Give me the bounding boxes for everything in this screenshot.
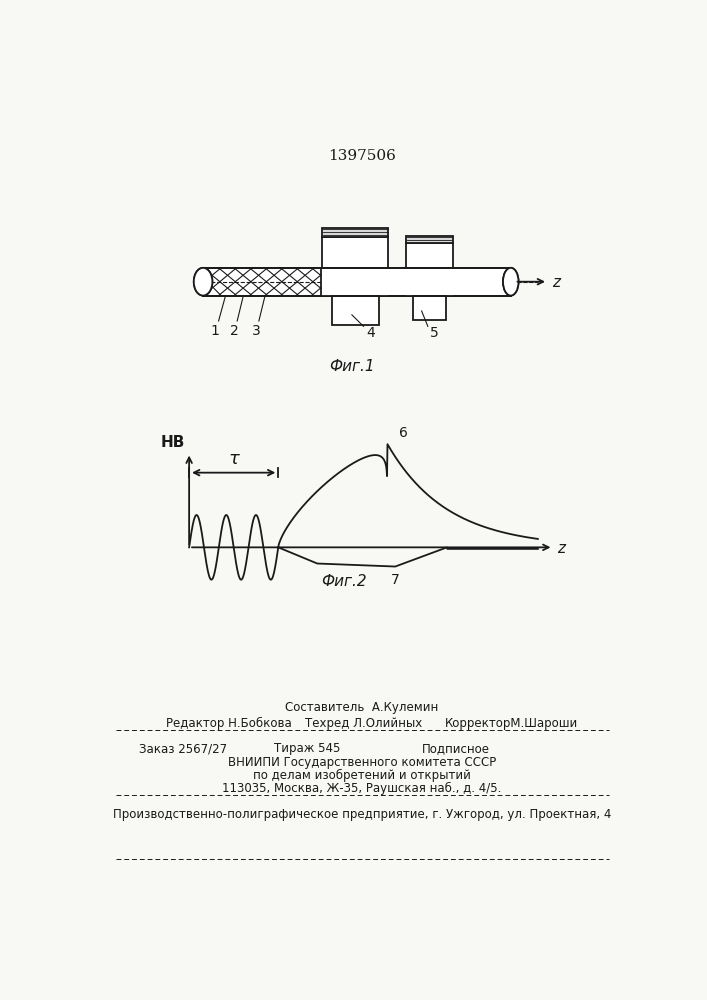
FancyBboxPatch shape [322,237,388,268]
FancyBboxPatch shape [406,235,452,243]
Ellipse shape [503,268,518,296]
Text: НВ: НВ [161,435,185,450]
Text: 5: 5 [430,326,439,340]
FancyBboxPatch shape [322,268,388,296]
FancyBboxPatch shape [413,296,445,320]
Text: Фиг.1: Фиг.1 [329,359,375,374]
Text: 2: 2 [230,324,239,338]
FancyBboxPatch shape [332,296,379,325]
Text: 6: 6 [399,426,408,440]
Text: 1: 1 [210,324,219,338]
Ellipse shape [194,268,212,296]
FancyBboxPatch shape [322,228,388,237]
Text: 1397506: 1397506 [328,149,396,163]
Text: 3: 3 [252,324,261,338]
Text: Редактор Н.Бобкова: Редактор Н.Бобкова [166,717,291,730]
Ellipse shape [503,268,518,296]
Text: 4: 4 [366,326,375,340]
Text: Производственно-полиграфическое предприятие, г. Ужгород, ул. Проектная, 4: Производственно-полиграфическое предприя… [112,808,611,821]
Text: по делам изобретений и открытий: по делам изобретений и открытий [253,769,471,782]
FancyBboxPatch shape [406,268,452,296]
Text: ВНИИПИ Государственного комитета СССР: ВНИИПИ Государственного комитета СССР [228,756,496,769]
FancyBboxPatch shape [203,268,321,296]
Text: Подписное: Подписное [421,742,490,755]
Ellipse shape [194,268,212,296]
Text: 113035, Москва, Ж-35, Раушская наб., д. 4/5.: 113035, Москва, Ж-35, Раушская наб., д. … [222,782,502,795]
Text: Фиг.2: Фиг.2 [321,574,367,589]
Text: Техред Л.Олийных: Техред Л.Олийных [305,717,423,730]
Text: z: z [557,541,566,556]
Text: Заказ 2567/27: Заказ 2567/27 [139,742,227,755]
Text: z: z [552,275,560,290]
Text: 7: 7 [391,573,399,587]
Text: Тираж 545: Тираж 545 [274,742,341,755]
FancyBboxPatch shape [321,268,510,296]
Text: Составитель  А.Кулемин: Составитель А.Кулемин [286,701,438,714]
FancyBboxPatch shape [406,243,452,268]
Text: КорректорМ.Шароши: КорректорМ.Шароши [445,717,578,730]
Text: τ: τ [228,450,239,468]
